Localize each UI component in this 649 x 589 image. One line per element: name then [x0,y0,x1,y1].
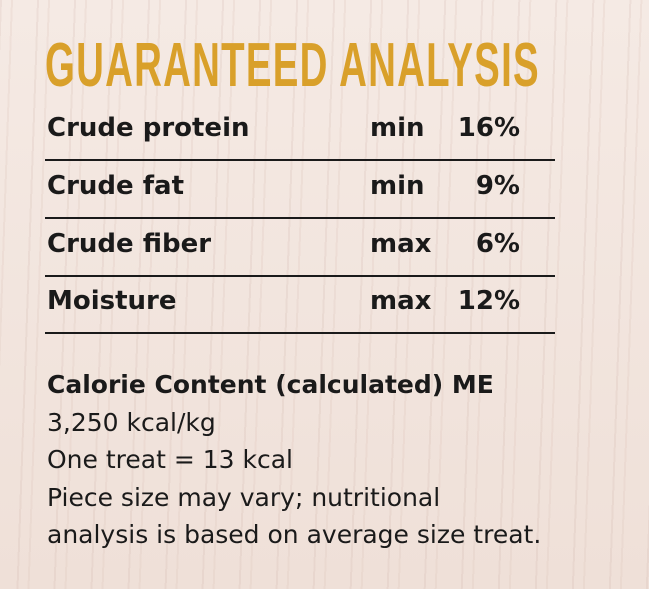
row-value: 9% [475,171,520,201]
analysis-row: Crude fiber max 6% [45,217,555,277]
row-label: Moisture [47,286,177,316]
analysis-row: Crude fat min 9% [45,159,555,219]
calorie-line: Piece size may vary; nutritional [47,482,441,512]
analysis-row: Crude protein min 16% [45,101,555,161]
calorie-line: One treat = 13 kcal [47,445,293,474]
calorie-line: analysis is based on average size treat. [47,520,542,549]
row-value: 6% [475,229,520,259]
row-value: 16% [457,113,520,143]
row-label: Crude fiber [47,229,212,259]
calorie-content: Calorie Content (calculated) ME 3,250 kc… [47,366,541,554]
row-label: Crude fat [47,171,184,201]
row-value: 12% [457,286,520,316]
page-title: GUARANTEED ANALYSIS [45,31,540,100]
row-label: Crude protein [47,113,250,143]
row-qualifier: max [370,286,432,316]
calorie-heading: Calorie Content (calculated) ME [47,370,494,399]
calorie-line: 3,250 kcal/kg [47,407,216,437]
row-qualifier: min [370,171,425,201]
analysis-row: Moisture max 12% [45,274,555,334]
row-qualifier: min [370,113,425,143]
row-qualifier: max [370,229,432,259]
